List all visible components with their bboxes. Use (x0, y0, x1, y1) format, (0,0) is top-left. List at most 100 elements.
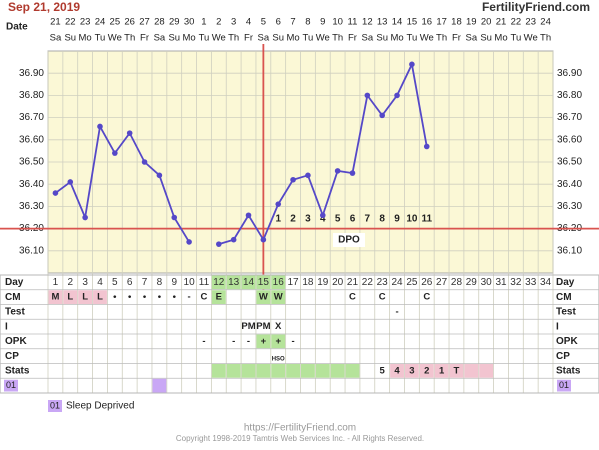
cell-text: HSO (272, 357, 285, 363)
cell-text: L (82, 292, 88, 303)
legend-code: 01 (50, 400, 60, 410)
cell-fill (404, 364, 419, 378)
cell-fill (256, 275, 271, 290)
cell-text: C (379, 292, 386, 303)
cell-fill (63, 290, 78, 304)
cell-text: 15 (258, 277, 270, 288)
cell-text: 2 (67, 277, 73, 288)
weekday-label: Mo (494, 33, 507, 44)
cell-fill (271, 275, 286, 290)
date-label: 23 (525, 17, 536, 28)
cell-text: 29 (466, 277, 478, 288)
row-label-right: CM (556, 292, 572, 303)
date-label: 15 (407, 17, 418, 28)
cell-text: 19 (317, 277, 329, 288)
weekday-label: Mo (79, 33, 92, 44)
y-tick-label: 36.60 (19, 134, 44, 145)
date-label: 2 (216, 17, 221, 28)
row-label: Stats (5, 366, 30, 377)
weekday-label: We (316, 33, 330, 44)
cell-fill (211, 364, 226, 378)
cell-text: 4 (394, 365, 400, 376)
weekday-label: Sa (50, 33, 62, 44)
temperature-point (305, 172, 311, 179)
row-label-right: 01 (559, 380, 569, 390)
cell-fill (286, 364, 300, 378)
weekday-label: Fr (140, 33, 149, 44)
row-label: CP (5, 351, 19, 362)
temperature-point (423, 143, 430, 150)
date-label: 7 (290, 17, 295, 28)
date-label: 21 (496, 17, 507, 28)
cell-text: M (51, 292, 59, 303)
temperature-point (319, 212, 326, 219)
weekday-label: Fr (244, 33, 253, 44)
temperature-point (394, 92, 400, 99)
row-label-box (4, 379, 18, 392)
cell-text: • (143, 292, 147, 303)
cell-fill (78, 290, 93, 304)
cell-text: PM (256, 321, 270, 332)
cell-text: 26 (421, 277, 433, 288)
y-tick-label: 36.90 (19, 68, 44, 79)
weekday-label: Tu (511, 33, 522, 44)
weekday-label: We (108, 33, 122, 44)
weekday-label: Th (332, 33, 343, 44)
cell-fill (256, 290, 271, 304)
date-label: 30 (184, 17, 195, 28)
cell-text: 2 (424, 365, 429, 376)
cell-text: 10 (184, 277, 196, 288)
y-tick-label: 36.50 (19, 157, 44, 168)
weekday-label: Tu (95, 33, 106, 44)
legend-swatch (48, 400, 62, 412)
weekday-label: Mo (286, 33, 299, 44)
weekday-label: Tu (199, 33, 210, 44)
cell-text: 13 (228, 277, 240, 288)
cell-fill (226, 364, 241, 378)
date-label: 12 (362, 17, 373, 28)
dpo-label: 3 (305, 214, 311, 225)
dpo-label: 10 (406, 214, 418, 225)
temperature-point (349, 170, 356, 176)
cell-text: 27 (436, 277, 448, 288)
temperature-point (97, 123, 103, 130)
weekday-label: Fr (348, 33, 357, 44)
weekday-label: Th (540, 33, 551, 44)
cell-text: 5 (380, 365, 386, 376)
date-label: 11 (348, 17, 358, 28)
dpo-label: 5 (335, 214, 341, 225)
cell-text: X (275, 321, 282, 332)
weekday-label: Th (228, 33, 239, 44)
cell-text: - (247, 336, 250, 347)
date-label: 23 (80, 17, 91, 28)
cell-fill (48, 290, 63, 304)
date-label: 27 (139, 17, 150, 28)
cell-fill (390, 364, 404, 378)
cell-fill (93, 290, 107, 304)
dpo-label: 1 (275, 214, 281, 225)
cell-text: 12 (213, 277, 225, 288)
cell-text: - (395, 306, 398, 317)
cell-text: 7 (142, 277, 148, 288)
date-label: 19 (466, 17, 477, 28)
temperature-point (275, 201, 282, 207)
y-tick-label-right: 36.10 (557, 245, 582, 256)
dpo-label: 7 (365, 214, 371, 225)
dpo-title: DPO (338, 235, 360, 246)
cell-text: 16 (273, 277, 285, 288)
y-tick-label: 36.10 (19, 245, 44, 256)
cell-text: 8 (157, 277, 163, 288)
temperature-point (290, 176, 296, 183)
row-label: I (5, 321, 8, 332)
cell-text: 30 (481, 277, 493, 288)
cell-text: C (201, 292, 208, 303)
cell-fill (464, 364, 479, 378)
cell-text: 18 (302, 277, 314, 288)
temperature-point (67, 179, 74, 185)
cell-text: • (158, 292, 162, 303)
weekday-label: Su (272, 33, 284, 44)
date-label: 5 (261, 17, 266, 28)
cell-fill (271, 364, 286, 378)
date-label: 21 (50, 17, 61, 28)
y-tick-label-right: 36.70 (557, 112, 582, 123)
